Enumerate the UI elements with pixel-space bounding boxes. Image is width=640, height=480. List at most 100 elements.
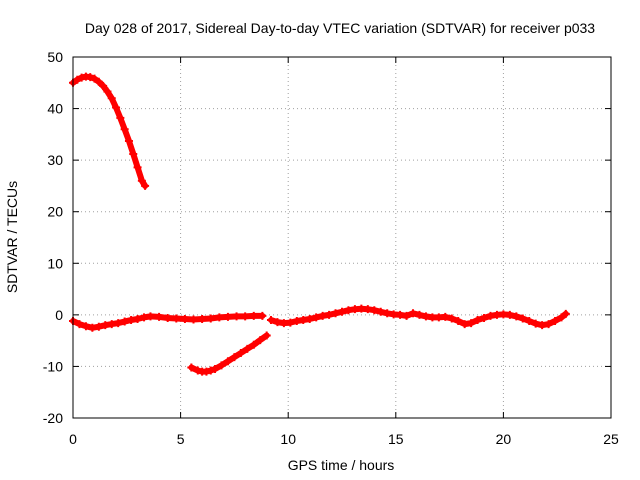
data-point	[256, 336, 265, 345]
x-tick-label: 0	[69, 431, 77, 447]
data-point	[551, 317, 560, 326]
data-point	[99, 81, 108, 90]
y-tick-label: 20	[47, 204, 63, 220]
data-point	[230, 353, 239, 362]
data-point	[137, 176, 146, 185]
data-point	[114, 319, 123, 328]
y-tick-label: 10	[47, 255, 63, 271]
data-point	[223, 312, 232, 321]
data-point	[180, 314, 189, 323]
data-point	[331, 309, 340, 318]
y-tick-label: -20	[43, 410, 63, 426]
data-point	[215, 313, 224, 322]
data-point	[518, 314, 527, 323]
data-point	[141, 181, 150, 190]
y-tick-label: 0	[55, 307, 63, 323]
data-point	[363, 305, 372, 314]
series-near-zero-segment-2	[266, 304, 570, 330]
x-axis-title: GPS time / hours	[288, 457, 395, 473]
data-point	[88, 323, 97, 332]
data-point	[480, 313, 489, 322]
data-point	[172, 314, 181, 323]
data-series	[69, 72, 570, 376]
data-point	[211, 365, 220, 374]
x-tick-label: 5	[177, 431, 185, 447]
data-point	[505, 310, 514, 319]
data-point	[292, 317, 301, 326]
x-tick-label: 20	[496, 431, 512, 447]
data-point	[318, 311, 327, 320]
data-point	[473, 316, 482, 325]
data-point	[112, 103, 121, 112]
data-point	[198, 314, 207, 323]
data-point	[409, 309, 418, 318]
data-point	[447, 314, 456, 323]
data-point	[140, 313, 149, 322]
data-point	[120, 125, 129, 134]
data-point	[146, 312, 155, 321]
data-point	[273, 318, 282, 327]
data-point	[133, 314, 142, 323]
data-point	[421, 312, 430, 321]
y-tick-label: 30	[47, 152, 63, 168]
data-point	[243, 344, 252, 353]
data-point	[262, 331, 271, 340]
data-point	[94, 322, 103, 331]
y-tick-label: 40	[47, 101, 63, 117]
series-band	[70, 73, 149, 189]
data-point	[103, 87, 112, 96]
data-point	[325, 310, 334, 319]
data-point	[73, 75, 82, 84]
data-point	[312, 313, 321, 322]
data-point	[90, 74, 99, 83]
data-point	[202, 367, 211, 376]
data-point	[236, 349, 245, 358]
data-point	[107, 320, 116, 329]
data-point	[155, 312, 164, 321]
data-point	[129, 149, 138, 158]
data-point	[370, 306, 379, 315]
data-point	[86, 73, 95, 82]
grid-lines	[73, 57, 611, 418]
data-point	[249, 340, 258, 349]
data-point	[107, 94, 116, 103]
x-tick-label: 15	[388, 431, 404, 447]
plot-frame	[72, 56, 612, 419]
data-point	[454, 317, 463, 326]
data-point	[396, 310, 405, 319]
data-point	[258, 311, 267, 320]
data-point	[305, 314, 314, 323]
x-tick-label: 25	[603, 431, 619, 447]
data-point	[206, 366, 215, 375]
data-point	[133, 163, 142, 172]
series-high-arc	[69, 72, 150, 190]
data-point	[376, 307, 385, 316]
data-point	[538, 321, 547, 330]
data-point	[299, 316, 308, 325]
data-point	[217, 361, 226, 370]
data-point	[383, 309, 392, 318]
data-point	[187, 363, 196, 372]
data-point	[338, 307, 346, 316]
data-point	[193, 366, 202, 375]
data-point	[486, 311, 495, 320]
data-point	[120, 317, 129, 326]
data-point	[249, 311, 258, 320]
data-point	[561, 309, 570, 318]
data-point	[101, 321, 110, 330]
data-point	[127, 316, 136, 325]
axis-ticks: 0 5 10 15 20 25 -20 -10 0 10 20 30 40 50	[43, 49, 619, 447]
data-point	[415, 310, 424, 319]
data-point	[75, 320, 84, 329]
series-low-arc	[187, 331, 271, 376]
data-point	[512, 312, 521, 321]
series-near-zero-segment-1	[69, 311, 267, 332]
data-point	[116, 113, 125, 122]
chart-title: Day 028 of 2017, Sidereal Day-to-day VTE…	[85, 20, 595, 36]
y-tick-label: 50	[47, 49, 63, 65]
data-point	[402, 311, 411, 320]
x-tick-label: 10	[280, 431, 296, 447]
data-point	[525, 317, 534, 326]
data-point	[124, 137, 133, 146]
